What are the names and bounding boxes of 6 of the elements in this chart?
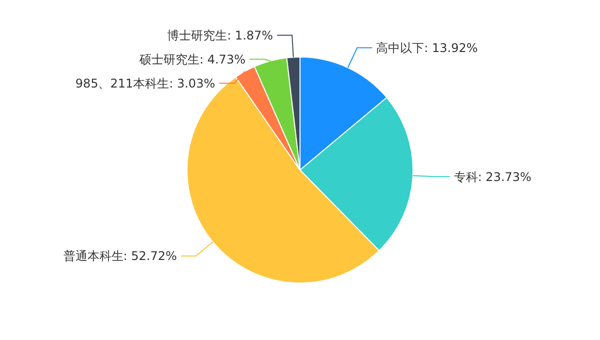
slice-label: 985、211本科生: 3.03% [75,76,216,90]
slice-label: 高中以下: 13.92% [376,40,478,55]
slice-label: 硕士研究生: 4.73% [138,52,246,66]
slice-label: 博士研究生: 1.87% [167,28,274,42]
slice-label: 普通本科生: 52.72% [63,249,177,264]
slice-label: 专科: 23.73% [454,170,532,184]
